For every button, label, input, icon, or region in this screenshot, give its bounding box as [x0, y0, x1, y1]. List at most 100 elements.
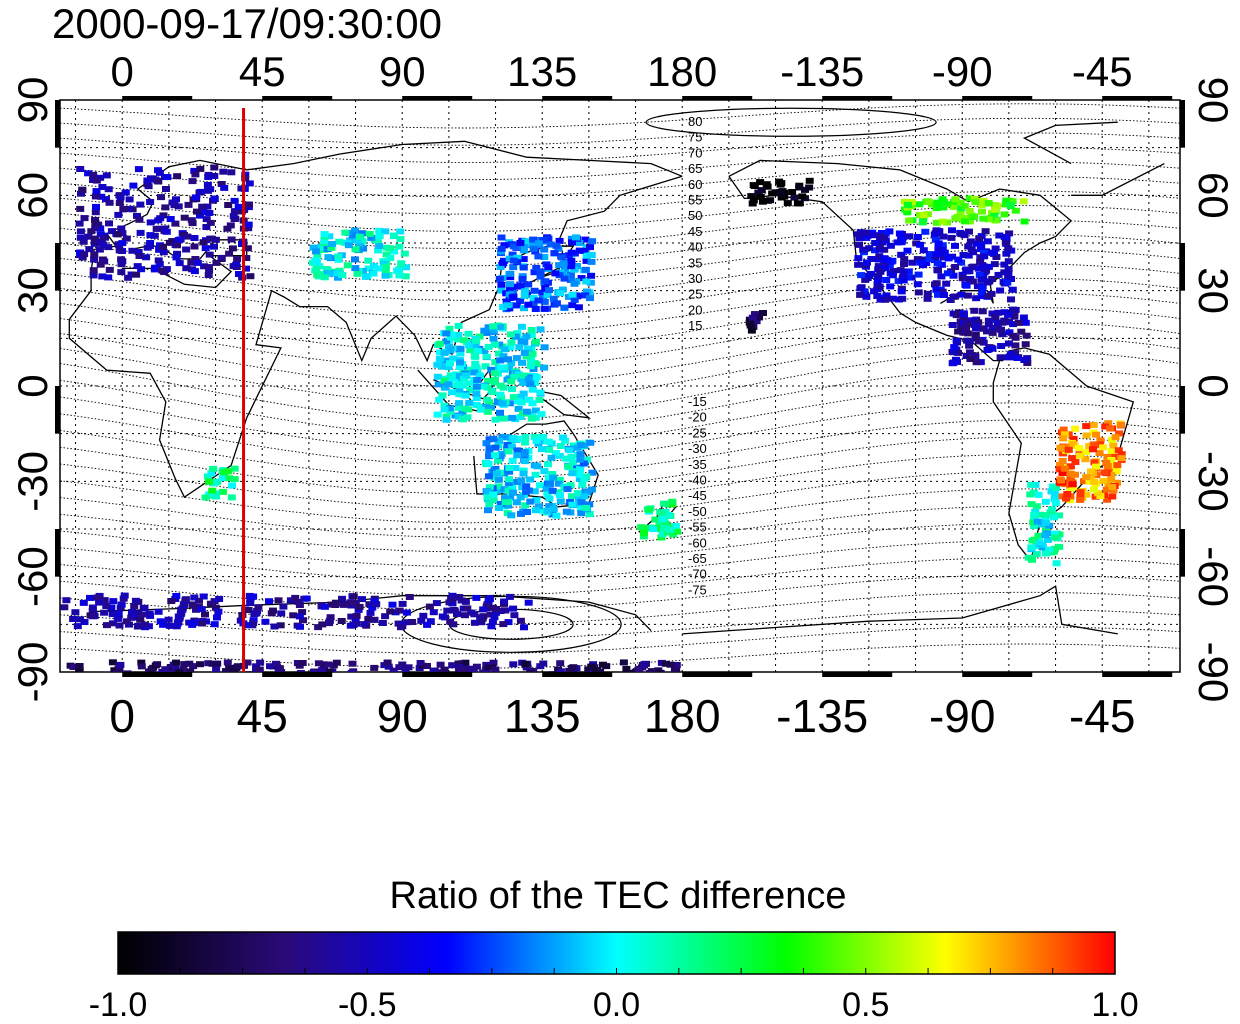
tec-cell: [545, 495, 554, 502]
tec-cell: [883, 257, 892, 264]
tec-cell: [118, 240, 127, 247]
x-tick-label-top: -45: [1072, 48, 1133, 95]
tec-cell: [76, 166, 85, 172]
tec-cell: [166, 216, 175, 222]
tec-cell: [925, 256, 934, 262]
tec-cell: [312, 259, 321, 266]
tec-cell: [568, 470, 577, 477]
tec-cell: [860, 288, 869, 295]
tec-cell: [495, 275, 504, 282]
tec-cell: [984, 292, 993, 299]
tec-cell: [522, 488, 531, 495]
tec-cell: [483, 408, 492, 415]
x-tick-label-bottom: 180: [644, 690, 721, 742]
tec-cell: [101, 234, 109, 241]
tec-cell: [520, 305, 528, 312]
tec-cell: [443, 607, 452, 614]
tec-cell: [537, 411, 546, 418]
tec-cell: [522, 333, 531, 340]
tec-cell: [1013, 355, 1022, 361]
tec-cell: [576, 442, 585, 449]
tec-cell: [358, 596, 366, 603]
tec-cell: [400, 250, 409, 257]
colorbar-tick-label: 0.5: [842, 986, 889, 1024]
tec-cell: [566, 271, 575, 278]
tec-cell: [874, 263, 883, 270]
tec-cell: [517, 323, 526, 330]
tec-cell: [491, 666, 500, 672]
frame-bar: [1180, 529, 1185, 577]
tec-cell: [899, 269, 908, 276]
tec-cell: [1116, 421, 1125, 428]
tec-cell: [102, 196, 110, 203]
tec-cell: [402, 264, 411, 271]
tec-cell: [318, 621, 327, 628]
tec-cell: [374, 265, 383, 272]
tec-cell: [488, 389, 497, 396]
tec-cell: [445, 343, 453, 350]
tec-cell: [90, 256, 99, 263]
tec-cell: [559, 260, 568, 267]
tec-cell: [425, 603, 434, 610]
tec-cell: [230, 465, 239, 472]
tec-cell: [916, 259, 925, 266]
tec-cell: [899, 277, 908, 284]
tec-cell: [993, 321, 1002, 328]
tec-cell: [573, 490, 582, 497]
tec-cell: [574, 304, 583, 311]
tec-cell: [516, 297, 525, 304]
tec-cell: [438, 363, 447, 370]
tec-cell: [547, 454, 556, 461]
tec-cell: [402, 609, 411, 616]
tec-cell: [206, 186, 215, 193]
frame-bar: [542, 96, 613, 100]
tec-cell: [1066, 497, 1075, 504]
tec-cell: [71, 609, 80, 616]
tec-cell: [77, 190, 85, 197]
tec-cell: [119, 205, 128, 212]
tec-cell: [491, 416, 500, 423]
contour-label: 75: [688, 130, 702, 145]
tec-cell: [86, 594, 94, 601]
tec-cell: [171, 220, 180, 227]
tec-cell: [521, 238, 530, 245]
tec-cell: [451, 371, 460, 378]
tec-cell: [509, 243, 518, 250]
tec-cell: [943, 219, 951, 226]
tec-cell: [661, 660, 670, 667]
tec-cell: [206, 219, 215, 226]
tec-cell: [1069, 441, 1078, 447]
tec-cell: [360, 621, 369, 628]
tec-cell: [536, 326, 545, 333]
tec-cell: [172, 659, 180, 666]
tec-cell: [562, 508, 571, 515]
tec-cell: [961, 218, 969, 225]
tec-cell: [913, 256, 922, 263]
tec-cell: [489, 326, 498, 333]
tec-cell: [299, 617, 307, 624]
tec-cell: [470, 611, 479, 618]
tec-cell: [1103, 462, 1112, 469]
tec-cell: [983, 347, 992, 353]
tec-cell: [381, 228, 390, 235]
tec-cell: [99, 671, 108, 672]
contour-label: 20: [688, 302, 702, 317]
tec-cell: [190, 235, 199, 241]
tec-cell: [388, 601, 397, 608]
tec-cell: [210, 195, 219, 202]
tec-cell: [1021, 319, 1030, 326]
tec-cell: [1028, 537, 1037, 544]
tec-cell: [1082, 474, 1091, 481]
frame-tick-bars: [55, 96, 1185, 677]
tec-cell: [464, 330, 473, 337]
tec-cell: [1041, 532, 1050, 539]
tec-cell: [201, 494, 210, 501]
tec-cell: [227, 169, 236, 176]
tec-cell: [390, 232, 398, 239]
tec-cell: [582, 456, 591, 463]
tec-cell: [104, 671, 113, 672]
tec-cell: [570, 280, 579, 287]
tec-cell: [519, 264, 528, 271]
tec-cell: [459, 416, 468, 423]
tec-cell: [951, 242, 959, 249]
